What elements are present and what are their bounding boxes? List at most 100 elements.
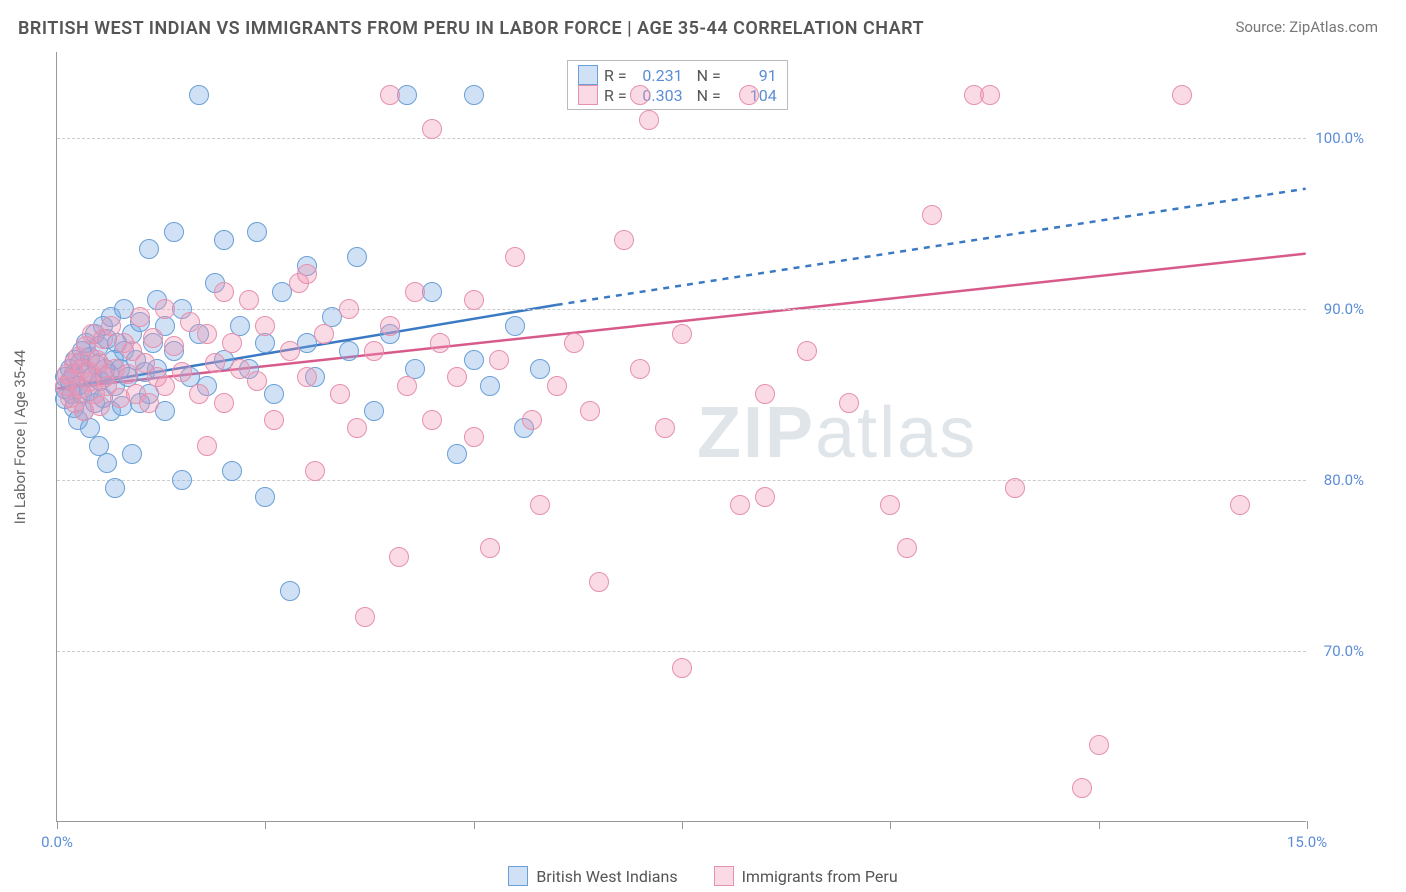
x-tick (474, 821, 475, 829)
data-point-peru (305, 461, 325, 481)
data-point-peru (297, 367, 317, 387)
stats-swatch-peru (578, 85, 598, 105)
data-point-peru (90, 396, 110, 416)
data-point-peru (205, 353, 225, 373)
stats-r-label: R = (604, 86, 627, 105)
x-tick-label: 0.0% (41, 833, 73, 851)
data-point-peru (1072, 778, 1092, 798)
watermark: ZIPatlas (697, 392, 977, 474)
data-point-peru (580, 401, 600, 421)
data-point-peru (672, 658, 692, 678)
data-point-bwi (214, 230, 234, 250)
trend-lines (57, 52, 1306, 821)
data-point-peru (380, 85, 400, 105)
legend-item-peru: Immigrants from Peru (714, 866, 898, 886)
data-point-peru (880, 495, 900, 515)
data-point-peru (755, 487, 775, 507)
data-point-bwi (264, 384, 284, 404)
data-point-peru (672, 324, 692, 344)
legend-swatch-peru (714, 866, 734, 886)
data-point-peru (314, 324, 334, 344)
data-point-peru (280, 341, 300, 361)
data-point-peru (214, 393, 234, 413)
data-point-peru (339, 299, 359, 319)
data-point-bwi (189, 85, 209, 105)
data-point-peru (155, 376, 175, 396)
data-point-peru (797, 341, 817, 361)
stats-n-value-bwi: 91 (727, 66, 777, 85)
data-point-peru (355, 607, 375, 627)
y-axis-label: In Labor Force | Age 35-44 (11, 350, 29, 524)
data-point-peru (422, 410, 442, 430)
data-point-peru (364, 341, 384, 361)
data-point-bwi (222, 461, 242, 481)
gridline-h (57, 651, 1306, 652)
data-point-peru (101, 316, 121, 336)
data-point-peru (389, 547, 409, 567)
data-point-peru (897, 538, 917, 558)
data-point-peru (247, 371, 267, 391)
data-point-bwi (280, 581, 300, 601)
data-point-peru (397, 376, 417, 396)
data-point-peru (630, 359, 650, 379)
data-point-peru (589, 572, 609, 592)
gridline-h (57, 138, 1306, 139)
data-point-peru (464, 427, 484, 447)
data-point-peru (464, 290, 484, 310)
data-point-peru (130, 307, 150, 327)
data-point-peru (214, 282, 234, 302)
data-point-peru (197, 324, 217, 344)
chart-container: In Labor Force | Age 35-44 ZIPatlas R =0… (56, 52, 1366, 822)
data-point-peru (564, 333, 584, 353)
data-point-peru (297, 264, 317, 284)
data-point-peru (422, 119, 442, 139)
data-point-peru (980, 85, 1000, 105)
data-point-peru (1089, 735, 1109, 755)
data-point-peru (505, 247, 525, 267)
x-tick-label: 15.0% (1287, 833, 1327, 851)
x-tick (682, 821, 683, 829)
data-point-peru (189, 384, 209, 404)
data-point-peru (380, 316, 400, 336)
data-point-bwi (164, 222, 184, 242)
data-point-peru (222, 333, 242, 353)
data-point-peru (547, 376, 567, 396)
stats-r-label: R = (604, 66, 627, 85)
data-point-bwi (255, 333, 275, 353)
stats-swatch-bwi (578, 65, 598, 85)
data-point-peru (489, 350, 509, 370)
data-point-bwi (105, 478, 125, 498)
data-point-bwi (247, 222, 267, 242)
stats-n-label: N = (697, 86, 721, 105)
data-point-peru (1230, 495, 1250, 515)
stats-row-bwi: R =0.231N =91 (578, 65, 777, 85)
plot-area: ZIPatlas R =0.231N =91R =0.303N =104 70.… (56, 52, 1306, 822)
y-tick-label: 90.0% (1324, 300, 1364, 318)
data-point-peru (405, 282, 425, 302)
legend-label-peru: Immigrants from Peru (742, 867, 898, 886)
data-point-bwi (364, 401, 384, 421)
data-point-peru (655, 418, 675, 438)
data-point-peru (239, 290, 259, 310)
data-point-peru (447, 367, 467, 387)
data-point-bwi (480, 376, 500, 396)
x-tick (1307, 821, 1308, 829)
data-point-peru (730, 495, 750, 515)
legend-item-bwi: British West Indians (508, 866, 677, 886)
data-point-peru (630, 85, 650, 105)
data-point-peru (139, 393, 159, 413)
data-point-peru (143, 328, 163, 348)
gridline-h (57, 480, 1306, 481)
x-tick (1099, 821, 1100, 829)
x-tick (890, 821, 891, 829)
stats-r-value-bwi: 0.231 (633, 66, 683, 85)
data-point-peru (347, 418, 367, 438)
data-point-peru (639, 110, 659, 130)
data-point-bwi (530, 359, 550, 379)
data-point-peru (614, 230, 634, 250)
data-point-bwi (97, 453, 117, 473)
y-tick-label: 70.0% (1324, 642, 1364, 660)
data-point-peru (197, 436, 217, 456)
source-attribution: Source: ZipAtlas.com (1235, 18, 1378, 36)
data-point-peru (522, 410, 542, 430)
